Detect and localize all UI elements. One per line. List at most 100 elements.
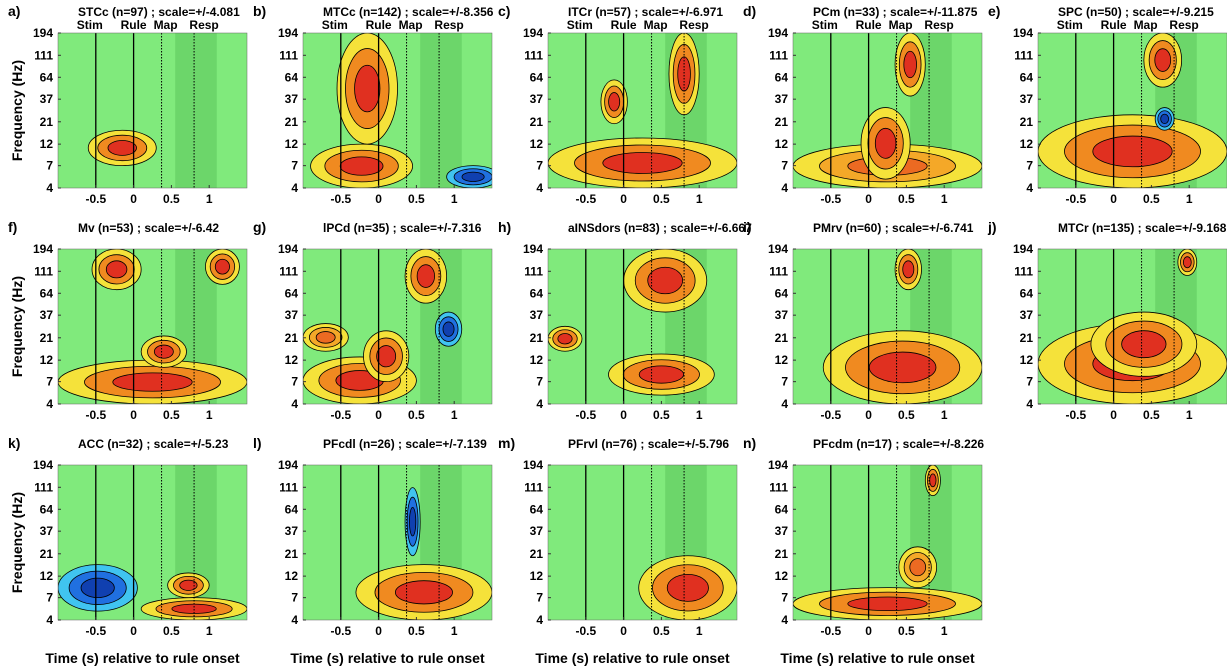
y-tick-label: 37 — [775, 524, 789, 538]
y-tick-label: 7 — [46, 375, 53, 389]
y-tick-label: 37 — [530, 308, 544, 322]
x-tick-label: -0.5 — [575, 408, 596, 422]
y-tick-label: 7 — [291, 375, 298, 389]
y-tick-label: 111 — [34, 48, 53, 62]
activity-blob — [868, 351, 937, 384]
panel-label: k) — [8, 435, 20, 451]
y-tick-label: 64 — [40, 502, 54, 516]
activity-blob — [638, 365, 685, 384]
x-tick-label: 1 — [696, 192, 703, 206]
y-axis-label: Frequency (Hz) — [9, 60, 25, 161]
y-tick-label: 4 — [536, 613, 543, 627]
x-axis-label: Time (s) relative to rule onset — [780, 650, 975, 666]
y-tick-label: 37 — [40, 92, 54, 106]
event-label: Map — [399, 18, 423, 32]
plot-area — [303, 249, 492, 404]
event-label: Rule — [121, 18, 147, 32]
y-tick-label: 194 — [523, 26, 543, 40]
x-tick-label: 0 — [130, 408, 137, 422]
y-tick-label: 64 — [775, 286, 789, 300]
response-window — [175, 33, 217, 188]
plot-area — [1038, 33, 1227, 188]
y-tick-label: 4 — [536, 181, 543, 195]
activity-blob — [608, 92, 621, 112]
y-tick-label: 12 — [40, 137, 54, 151]
event-label: Map — [644, 18, 668, 32]
y-tick-label: 12 — [530, 137, 544, 151]
event-label: Map — [1134, 18, 1158, 32]
plot-frame — [547, 464, 738, 621]
y-tick-label: 111 — [279, 480, 298, 494]
panel-title: aINSdors (n=83) ; scale=+/-6.667 — [568, 221, 752, 235]
event-label: Rule — [856, 18, 882, 32]
x-tick-label: 1 — [941, 624, 948, 638]
activity-blob — [1121, 330, 1167, 359]
y-tick-label: 7 — [536, 375, 543, 389]
x-tick-label: 0.5 — [653, 192, 670, 206]
y-tick-label: 194 — [768, 458, 788, 472]
plot-area — [58, 249, 247, 404]
y-tick-label: 21 — [40, 115, 54, 129]
y-tick-label: 111 — [524, 48, 543, 62]
y-tick-label: 111 — [769, 480, 788, 494]
x-tick-label: 0.5 — [1143, 408, 1160, 422]
y-tick-label: 111 — [279, 48, 298, 62]
panel-label: g) — [253, 219, 266, 235]
y-tick-label: 64 — [1020, 286, 1034, 300]
y-tick-label: 37 — [285, 92, 299, 106]
y-tick-label: 37 — [285, 308, 299, 322]
plot-area — [793, 249, 982, 404]
plot-frame — [57, 464, 248, 621]
y-tick-label: 4 — [781, 181, 788, 195]
panel-title: SPC (n=50) ; scale=+/-9.215 — [1058, 5, 1214, 19]
panel-label: l) — [253, 435, 262, 451]
x-tick-label: 0 — [620, 408, 627, 422]
y-tick-label: 4 — [1026, 397, 1033, 411]
y-tick-label: 37 — [1020, 308, 1034, 322]
plot-area — [548, 465, 737, 620]
y-tick-label: 12 — [1020, 353, 1034, 367]
event-label: Map — [154, 18, 178, 32]
x-tick-label: -0.5 — [1065, 192, 1086, 206]
y-tick-label: 64 — [775, 70, 789, 84]
x-tick-label: 1 — [206, 192, 213, 206]
x-tick-label: 1 — [1186, 408, 1193, 422]
x-tick-label: 1 — [451, 408, 458, 422]
activity-blob — [107, 140, 137, 156]
event-label: Rule — [611, 18, 637, 32]
activity-blob — [214, 258, 230, 275]
x-tick-label: 0.5 — [653, 408, 670, 422]
y-tick-label: 4 — [46, 181, 53, 195]
panel-title: MTCr (n=135) ; scale=+/-9.168 — [1058, 221, 1227, 235]
x-tick-label: 0 — [865, 192, 872, 206]
y-axis-label: Frequency (Hz) — [9, 492, 25, 593]
activity-blob — [909, 558, 927, 577]
y-tick-label: 4 — [46, 613, 53, 627]
panel-title: PMrv (n=60) ; scale=+/-6.741 — [813, 221, 974, 235]
y-tick-label: 21 — [775, 331, 789, 345]
x-tick-label: 0.5 — [163, 624, 180, 638]
y-tick-label: 21 — [530, 115, 544, 129]
plot-frame — [57, 32, 248, 189]
activity-blob — [80, 577, 115, 599]
event-label: Resp — [189, 18, 218, 32]
x-tick-label: 0 — [865, 408, 872, 422]
event-label: Stim — [567, 18, 593, 32]
panel-label: h) — [498, 219, 511, 235]
y-tick-label: 7 — [1026, 375, 1033, 389]
y-tick-label: 4 — [46, 397, 53, 411]
y-tick-label: 12 — [775, 353, 789, 367]
y-tick-label: 4 — [1026, 181, 1033, 195]
y-tick-label: 64 — [530, 286, 544, 300]
y-tick-label: 7 — [781, 591, 788, 605]
activity-blob — [1182, 256, 1192, 269]
y-tick-label: 4 — [291, 181, 298, 195]
x-tick-label: 0.5 — [163, 192, 180, 206]
plot-frame — [792, 464, 983, 621]
panel-title: ITCr (n=57) ; scale=+/-6.971 — [568, 5, 723, 19]
plot-area — [303, 465, 492, 620]
x-tick-label: 1 — [941, 408, 948, 422]
plot-frame — [57, 248, 248, 405]
y-tick-label: 64 — [1020, 70, 1034, 84]
